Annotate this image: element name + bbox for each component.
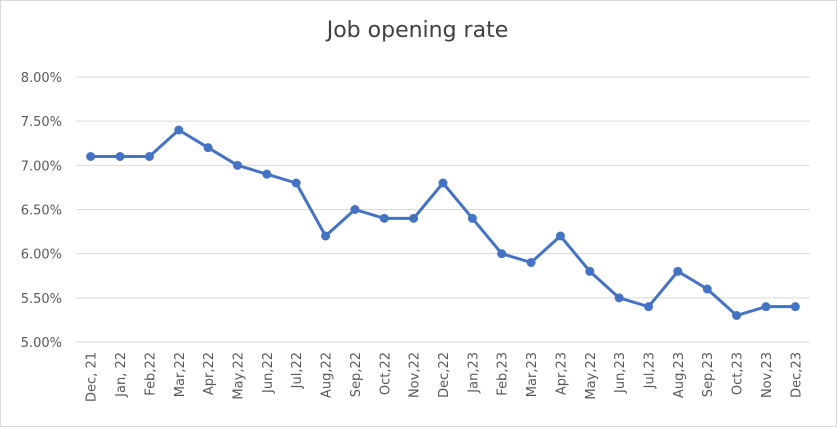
y-tick-label: 5.50% bbox=[21, 292, 62, 307]
x-tick-label: Jul,23 bbox=[643, 352, 658, 389]
x-tick-label: Jan, 22 bbox=[114, 352, 129, 398]
y-tick-label: 7.50% bbox=[21, 115, 62, 130]
x-tick-label: Jan,23 bbox=[466, 352, 481, 394]
x-tick-label: May,22 bbox=[231, 352, 246, 400]
data-point bbox=[115, 152, 125, 161]
x-tick-label: Nov,22 bbox=[408, 352, 423, 398]
data-point bbox=[438, 178, 448, 188]
x-tick-label: Feb,22 bbox=[143, 352, 158, 396]
x-tick-label: Apr,22 bbox=[202, 352, 217, 395]
data-point bbox=[732, 311, 742, 320]
chart-title: Job opening rate bbox=[326, 18, 509, 43]
y-tick-label: 6.50% bbox=[21, 204, 62, 219]
x-tick-label: Dec,22 bbox=[437, 352, 452, 398]
data-point bbox=[555, 231, 565, 241]
data-point bbox=[350, 205, 360, 214]
x-tick-label: Sep,22 bbox=[349, 352, 364, 397]
series-job-opening-rate bbox=[86, 125, 800, 320]
x-tick-label: Apr,23 bbox=[554, 352, 569, 395]
data-point bbox=[467, 213, 477, 223]
data-point bbox=[644, 302, 654, 312]
x-tick-label: Aug,22 bbox=[320, 352, 335, 398]
y-tick-label: 7.00% bbox=[21, 159, 62, 174]
x-tick-label: May,22 bbox=[584, 352, 599, 400]
data-point bbox=[262, 169, 272, 179]
data-point bbox=[232, 160, 242, 170]
data-point bbox=[86, 152, 96, 161]
data-point bbox=[409, 213, 419, 223]
y-tick-label: 6.00% bbox=[21, 248, 62, 263]
x-axis-ticks: Dec, 21 Jan, 22 Feb,22 Mar,22 Apr,22 May,22 Ju… bbox=[85, 352, 805, 402]
data-point bbox=[291, 178, 301, 188]
data-point bbox=[497, 249, 507, 259]
data-point bbox=[790, 302, 800, 312]
x-tick-label: Aug,23 bbox=[672, 352, 687, 398]
y-tick-label: 5.00% bbox=[21, 336, 62, 351]
data-point bbox=[614, 293, 624, 303]
x-tick-label: Jul,22 bbox=[290, 352, 305, 389]
data-point bbox=[321, 231, 331, 241]
x-tick-label: Feb,23 bbox=[496, 352, 511, 396]
data-point bbox=[526, 258, 536, 267]
data-point bbox=[761, 302, 771, 312]
y-axis-ticks: 5.00% 5.50% 6.00% 6.50% 7.00% 7.50% 8.00% bbox=[21, 71, 62, 351]
x-tick-label: Dec, 21 bbox=[85, 352, 100, 402]
x-tick-label: Jun,22 bbox=[261, 352, 276, 394]
data-point bbox=[203, 143, 213, 153]
data-point bbox=[174, 125, 184, 135]
y-tick-label: 8.00% bbox=[21, 71, 62, 86]
gridlines bbox=[76, 76, 810, 343]
x-tick-label: Nov,23 bbox=[760, 352, 775, 398]
x-tick-label: Jun,23 bbox=[613, 352, 628, 394]
x-tick-label: Sep,23 bbox=[701, 352, 716, 397]
x-tick-label: Oct,23 bbox=[731, 352, 746, 395]
data-point bbox=[673, 266, 683, 276]
data-point bbox=[144, 152, 154, 161]
x-tick-label: Oct,22 bbox=[378, 352, 393, 395]
data-point bbox=[379, 213, 389, 223]
x-tick-label: Dec,23 bbox=[789, 352, 804, 398]
data-point bbox=[585, 266, 595, 276]
x-tick-label: Mar,23 bbox=[525, 352, 540, 397]
data-point bbox=[702, 284, 712, 294]
series-line bbox=[90, 128, 796, 317]
x-tick-label: Mar,22 bbox=[173, 352, 188, 397]
